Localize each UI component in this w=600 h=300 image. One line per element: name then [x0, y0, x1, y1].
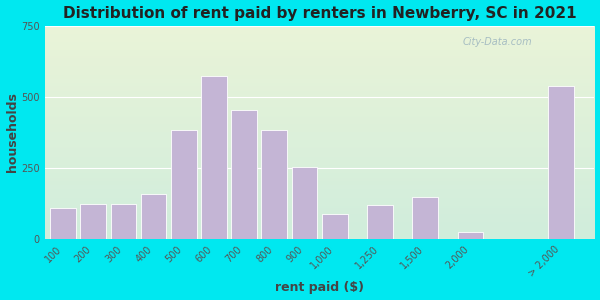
- Bar: [262, 130, 287, 239]
- Bar: [412, 196, 438, 239]
- Title: Distribution of rent paid by renters in Newberry, SC in 2021: Distribution of rent paid by renters in …: [63, 6, 577, 21]
- Bar: [80, 204, 106, 239]
- Bar: [322, 214, 347, 239]
- X-axis label: rent paid ($): rent paid ($): [275, 281, 364, 294]
- Bar: [171, 130, 197, 239]
- Bar: [367, 205, 393, 239]
- Bar: [50, 208, 76, 239]
- Bar: [201, 76, 227, 239]
- Bar: [292, 167, 317, 239]
- Bar: [231, 110, 257, 239]
- Bar: [458, 232, 484, 239]
- Bar: [548, 85, 574, 239]
- Bar: [141, 194, 166, 239]
- Y-axis label: households: households: [5, 93, 19, 172]
- Bar: [110, 204, 136, 239]
- Text: City-Data.com: City-Data.com: [463, 37, 532, 46]
